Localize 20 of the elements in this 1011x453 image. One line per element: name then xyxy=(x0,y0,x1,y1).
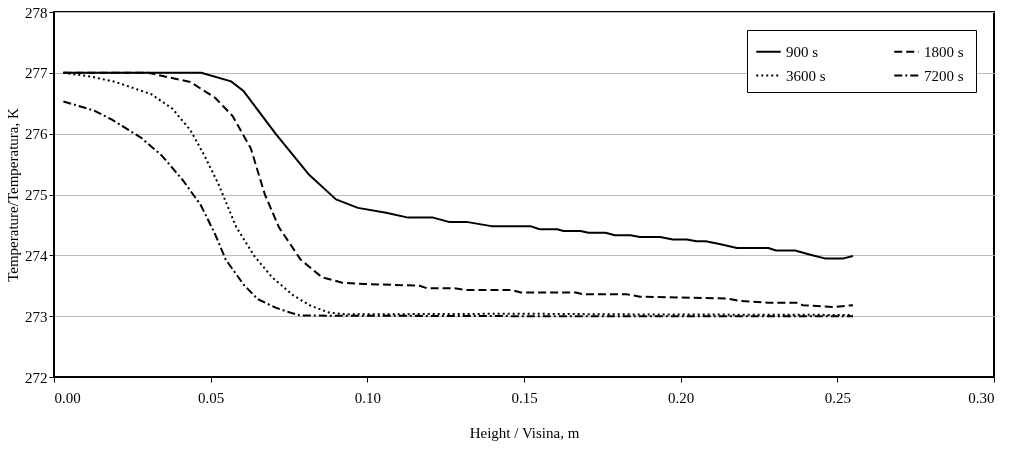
y-axis-title: Temperature/Temperatura, K xyxy=(5,108,21,282)
y-tick-label: 272 xyxy=(25,369,48,386)
legend-label: 900 s xyxy=(786,43,819,60)
y-tick-label: 277 xyxy=(25,65,48,82)
x-tick-label: 0.15 xyxy=(511,389,538,406)
legend-label: 1800 s xyxy=(924,43,964,60)
x-axis-title: Height / Visina, m xyxy=(469,424,580,441)
x-tick-label: 0.05 xyxy=(198,389,225,406)
legend-label: 3600 s xyxy=(786,67,826,84)
x-tick-label: 0.25 xyxy=(824,389,851,406)
y-tick-label: 276 xyxy=(25,126,48,143)
y-tick-label: 274 xyxy=(25,247,48,264)
y-tick-label: 273 xyxy=(25,308,48,325)
x-tick-label: 0.20 xyxy=(668,389,695,406)
y-tick-label: 275 xyxy=(25,187,48,203)
x-tick-label: 0.10 xyxy=(354,389,381,406)
legend-label: 7200 s xyxy=(924,67,964,84)
x-tick-label: 0.30 xyxy=(968,389,995,406)
y-tick-label: 278 xyxy=(25,4,48,21)
x-tick-label: 0.00 xyxy=(54,389,81,406)
